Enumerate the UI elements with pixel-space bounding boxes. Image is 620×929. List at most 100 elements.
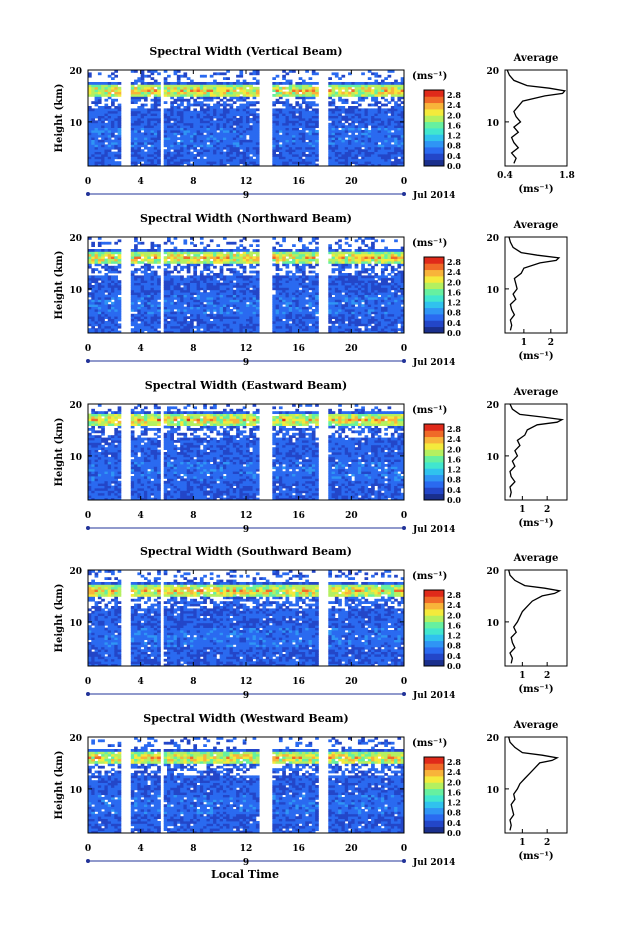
heatmap-cell xyxy=(288,113,293,116)
heatmap-cell xyxy=(163,241,168,245)
heatmap-cell xyxy=(157,292,161,295)
heatmap-cell xyxy=(236,275,240,279)
heatmap-cell xyxy=(242,294,247,298)
heatmap-cell xyxy=(170,94,174,97)
heatmap-cell xyxy=(170,241,174,245)
heatmap-cell xyxy=(140,323,145,327)
heatmap-cell xyxy=(153,82,158,85)
heatmap-cell xyxy=(226,91,230,95)
heatmap-cell xyxy=(242,313,247,317)
heatmap-cell xyxy=(249,134,253,138)
heatmap-cell xyxy=(213,96,217,100)
heatmap-cell xyxy=(203,306,207,310)
heatmap-cell xyxy=(153,91,158,95)
heatmap-cell xyxy=(341,265,346,269)
heatmap-cell xyxy=(367,158,372,162)
heatmap-cell xyxy=(94,130,99,133)
heatmap-cell xyxy=(387,137,392,140)
heatmap-cell xyxy=(186,149,191,152)
heatmap-cell xyxy=(114,323,119,327)
heatmap-cell xyxy=(163,82,168,85)
heatmap-cell xyxy=(216,89,221,92)
heatmap-cell xyxy=(377,101,382,104)
heatmap-cell xyxy=(111,297,115,300)
heatmap-cell xyxy=(153,289,158,293)
heatmap-cell xyxy=(226,120,230,124)
heatmap-cell xyxy=(209,328,214,331)
heatmap-cell xyxy=(384,146,388,150)
heatmap-cell xyxy=(199,137,204,140)
heatmap-cell xyxy=(94,330,99,334)
heatmap-cell xyxy=(239,161,244,164)
heatmap-cell xyxy=(311,82,316,85)
heatmap-cell xyxy=(301,154,306,157)
heatmap-cell xyxy=(338,239,342,243)
heatmap-cell xyxy=(400,156,405,160)
heatmap-cell xyxy=(88,256,92,259)
heatmap-cell xyxy=(328,110,332,114)
heatmap-cell xyxy=(311,103,316,107)
heatmap-cell xyxy=(176,94,181,97)
heatmap-cell xyxy=(167,292,171,295)
heatmap-cell xyxy=(196,118,201,121)
heatmap-cell xyxy=(130,251,135,255)
heatmap-cell xyxy=(91,149,95,152)
heatmap-cell xyxy=(351,130,356,133)
heatmap-cell xyxy=(282,115,286,119)
heatmap-cell xyxy=(114,297,119,300)
heatmap-cell xyxy=(275,134,280,138)
heatmap-cell xyxy=(367,84,372,88)
heatmap-cell xyxy=(357,137,362,140)
heatmap-cell xyxy=(199,311,204,315)
heatmap-cell xyxy=(170,316,174,319)
heatmap-cell xyxy=(186,316,191,319)
heatmap-cell xyxy=(190,299,194,303)
heatmap-cell xyxy=(305,282,309,286)
heatmap-cell xyxy=(91,318,95,322)
heatmap-cell xyxy=(236,79,240,83)
heatmap-cell xyxy=(295,144,300,148)
heatmap-cell xyxy=(351,84,356,88)
heatmap-cell xyxy=(348,158,352,162)
heatmap-cell xyxy=(285,280,290,283)
heatmap-cell xyxy=(107,115,112,119)
heatmap-cell xyxy=(111,142,115,145)
heatmap-cell xyxy=(246,144,250,148)
heatmap-cell xyxy=(203,265,207,269)
heatmap-cell xyxy=(236,110,240,114)
heatmap-cell xyxy=(308,163,313,167)
heatmap-cell xyxy=(117,280,122,283)
heatmap-cell xyxy=(140,156,145,160)
heatmap-cell xyxy=(331,142,336,145)
heatmap-cell xyxy=(229,144,234,148)
colorbar-swatch xyxy=(424,102,444,110)
heatmap-cell xyxy=(315,163,319,167)
heatmap-cell xyxy=(374,103,379,107)
heatmap-cell xyxy=(384,113,388,116)
heatmap-cell xyxy=(150,275,155,279)
heatmap-cell xyxy=(117,120,122,124)
heatmap-cell xyxy=(147,89,151,92)
heatmap-cell xyxy=(147,297,151,300)
heatmap-cell xyxy=(140,282,145,286)
heatmap-cell xyxy=(107,306,112,310)
heatmap-cell xyxy=(249,301,253,305)
heatmap-cell xyxy=(236,263,240,267)
heatmap-cell xyxy=(288,86,293,90)
heatmap-cell xyxy=(288,79,293,83)
heatmap-cell xyxy=(295,304,300,307)
heatmap-cell xyxy=(348,161,352,164)
heatmap-cell xyxy=(216,154,221,157)
heatmap-cell xyxy=(331,91,336,95)
heatmap-cell xyxy=(203,321,207,324)
heatmap-cell xyxy=(137,113,142,116)
heatmap-cell xyxy=(239,244,244,247)
heatmap-cell xyxy=(285,132,290,136)
heatmap-cell xyxy=(117,318,122,322)
heatmap-cell xyxy=(367,144,372,148)
heatmap-cell xyxy=(216,306,221,310)
heatmap-cell xyxy=(107,265,112,269)
heatmap-cell xyxy=(153,321,158,324)
heatmap-cell xyxy=(371,154,375,157)
heatmap-cell xyxy=(246,299,250,303)
